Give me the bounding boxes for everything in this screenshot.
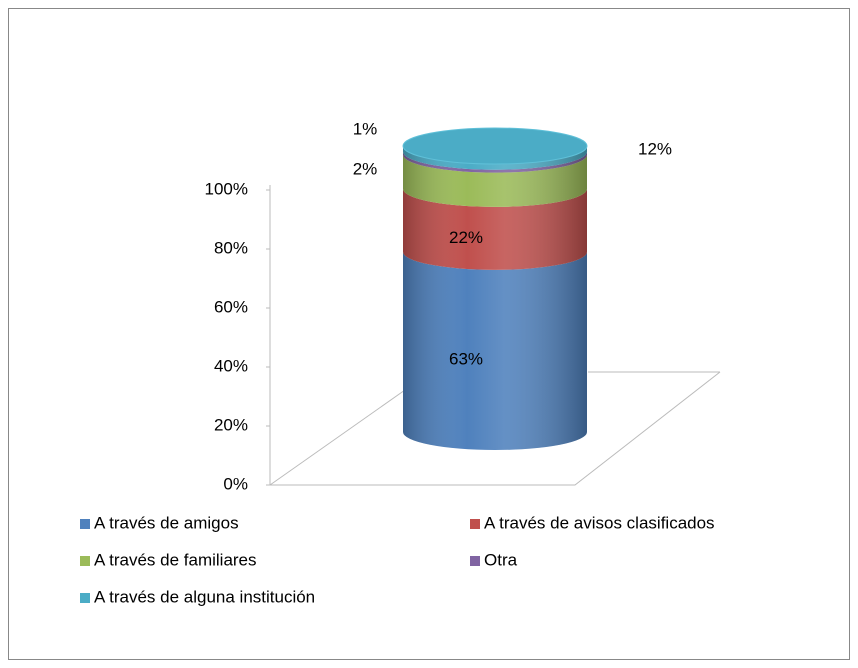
y-tick-label: 0% [223,474,248,493]
legend-label: A través de familiares [94,550,257,569]
y-tick-label: 80% [214,238,248,257]
y-tick-label: 20% [214,415,248,434]
cylinder-shade [403,151,587,173]
legend-label: A través de avisos clasificados [484,513,715,532]
legend-label: A través de alguna institución [94,587,315,606]
y-tick-label: 100% [205,179,248,198]
data-label: 12% [638,139,672,158]
data-label: 1% [353,119,378,138]
data-label: 2% [353,159,378,178]
cylinder-shade [403,251,587,450]
legend-swatch [80,593,90,603]
data-label: 22% [449,228,483,247]
cylinder-shade [403,188,587,270]
cylinder-top [402,127,588,165]
legend-swatch [80,519,90,529]
legend-label: A través de amigos [94,513,239,532]
floor [270,371,721,486]
cylinder-shade [403,154,587,207]
y-tick-label: 40% [214,356,248,375]
cylinder-shade [403,146,587,170]
data-label: 63% [449,349,483,368]
legend-label: Otra [484,550,518,569]
legend-swatch [80,556,90,566]
legend-swatch [470,556,480,566]
y-tick-label: 60% [214,297,248,316]
floor [269,389,406,486]
legend-swatch [470,519,480,529]
